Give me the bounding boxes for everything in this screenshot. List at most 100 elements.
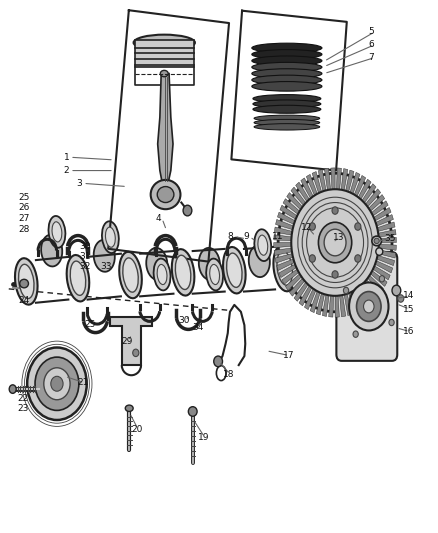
Wedge shape xyxy=(335,243,393,273)
Ellipse shape xyxy=(94,240,115,272)
Ellipse shape xyxy=(254,229,271,261)
Wedge shape xyxy=(335,168,348,243)
Text: 33: 33 xyxy=(100,262,111,271)
Wedge shape xyxy=(328,243,335,317)
Ellipse shape xyxy=(172,249,194,296)
Ellipse shape xyxy=(374,238,379,244)
Ellipse shape xyxy=(18,264,34,298)
Text: 15: 15 xyxy=(403,305,414,313)
Wedge shape xyxy=(310,243,335,313)
Ellipse shape xyxy=(151,180,180,209)
Ellipse shape xyxy=(188,407,197,416)
Ellipse shape xyxy=(226,253,242,287)
Wedge shape xyxy=(335,243,383,293)
Wedge shape xyxy=(335,243,374,303)
Wedge shape xyxy=(287,192,335,243)
Text: 11: 11 xyxy=(272,232,284,241)
Wedge shape xyxy=(274,243,335,255)
Text: 13: 13 xyxy=(333,233,344,241)
Wedge shape xyxy=(335,243,364,311)
Wedge shape xyxy=(274,235,335,243)
Wedge shape xyxy=(286,243,335,290)
Circle shape xyxy=(318,222,352,263)
Ellipse shape xyxy=(206,259,223,290)
Wedge shape xyxy=(335,243,352,316)
Circle shape xyxy=(44,368,70,400)
Wedge shape xyxy=(294,243,335,301)
Text: 31: 31 xyxy=(79,253,90,261)
Text: 8: 8 xyxy=(228,232,233,241)
Text: 20: 20 xyxy=(131,425,143,433)
Text: 9: 9 xyxy=(243,232,249,241)
Wedge shape xyxy=(335,195,385,243)
Wedge shape xyxy=(291,187,335,243)
Wedge shape xyxy=(318,169,335,243)
Text: 34: 34 xyxy=(192,324,203,332)
Wedge shape xyxy=(335,179,371,243)
Wedge shape xyxy=(335,172,360,243)
Wedge shape xyxy=(275,243,335,263)
Text: 1: 1 xyxy=(64,153,69,161)
Circle shape xyxy=(183,205,192,216)
Text: 5: 5 xyxy=(368,28,374,36)
Wedge shape xyxy=(335,243,339,317)
Ellipse shape xyxy=(9,385,16,393)
Text: 24: 24 xyxy=(18,296,30,305)
Ellipse shape xyxy=(249,245,270,277)
Wedge shape xyxy=(335,222,395,243)
Circle shape xyxy=(214,356,223,367)
Text: 18: 18 xyxy=(223,370,235,378)
Text: 16: 16 xyxy=(403,327,414,336)
Wedge shape xyxy=(335,243,379,298)
Text: 28: 28 xyxy=(18,225,30,233)
Wedge shape xyxy=(325,168,335,243)
Text: 23: 23 xyxy=(18,404,29,413)
Circle shape xyxy=(343,287,349,294)
FancyBboxPatch shape xyxy=(339,256,350,277)
Ellipse shape xyxy=(210,264,219,285)
Ellipse shape xyxy=(125,405,133,411)
Text: 22: 22 xyxy=(18,394,29,403)
Ellipse shape xyxy=(252,82,322,91)
Ellipse shape xyxy=(102,221,119,253)
Ellipse shape xyxy=(67,255,89,302)
Wedge shape xyxy=(306,174,335,243)
Circle shape xyxy=(324,229,346,256)
Text: 25: 25 xyxy=(84,320,95,328)
Ellipse shape xyxy=(119,252,142,298)
Circle shape xyxy=(27,348,87,420)
Ellipse shape xyxy=(252,69,322,78)
Ellipse shape xyxy=(52,222,62,242)
Ellipse shape xyxy=(223,247,246,294)
Ellipse shape xyxy=(49,216,65,248)
Wedge shape xyxy=(335,243,390,280)
Circle shape xyxy=(51,376,63,391)
Wedge shape xyxy=(335,237,396,243)
Ellipse shape xyxy=(252,56,322,66)
Circle shape xyxy=(278,173,392,312)
Ellipse shape xyxy=(252,62,322,72)
Ellipse shape xyxy=(199,248,220,280)
Ellipse shape xyxy=(254,115,320,122)
Wedge shape xyxy=(335,184,376,243)
Text: 25: 25 xyxy=(18,193,30,201)
Wedge shape xyxy=(335,243,396,258)
Wedge shape xyxy=(276,220,335,243)
Ellipse shape xyxy=(160,70,168,77)
Wedge shape xyxy=(322,243,335,317)
Wedge shape xyxy=(335,243,358,313)
Circle shape xyxy=(355,223,361,230)
Circle shape xyxy=(357,292,381,321)
Polygon shape xyxy=(158,74,173,187)
Ellipse shape xyxy=(123,258,138,292)
Circle shape xyxy=(291,189,379,296)
Text: 14: 14 xyxy=(403,292,414,300)
FancyBboxPatch shape xyxy=(135,40,194,67)
Wedge shape xyxy=(282,243,335,284)
Ellipse shape xyxy=(254,124,320,130)
Wedge shape xyxy=(274,227,335,243)
Polygon shape xyxy=(110,317,152,365)
Ellipse shape xyxy=(376,248,383,255)
Wedge shape xyxy=(312,172,335,243)
Wedge shape xyxy=(335,207,391,243)
